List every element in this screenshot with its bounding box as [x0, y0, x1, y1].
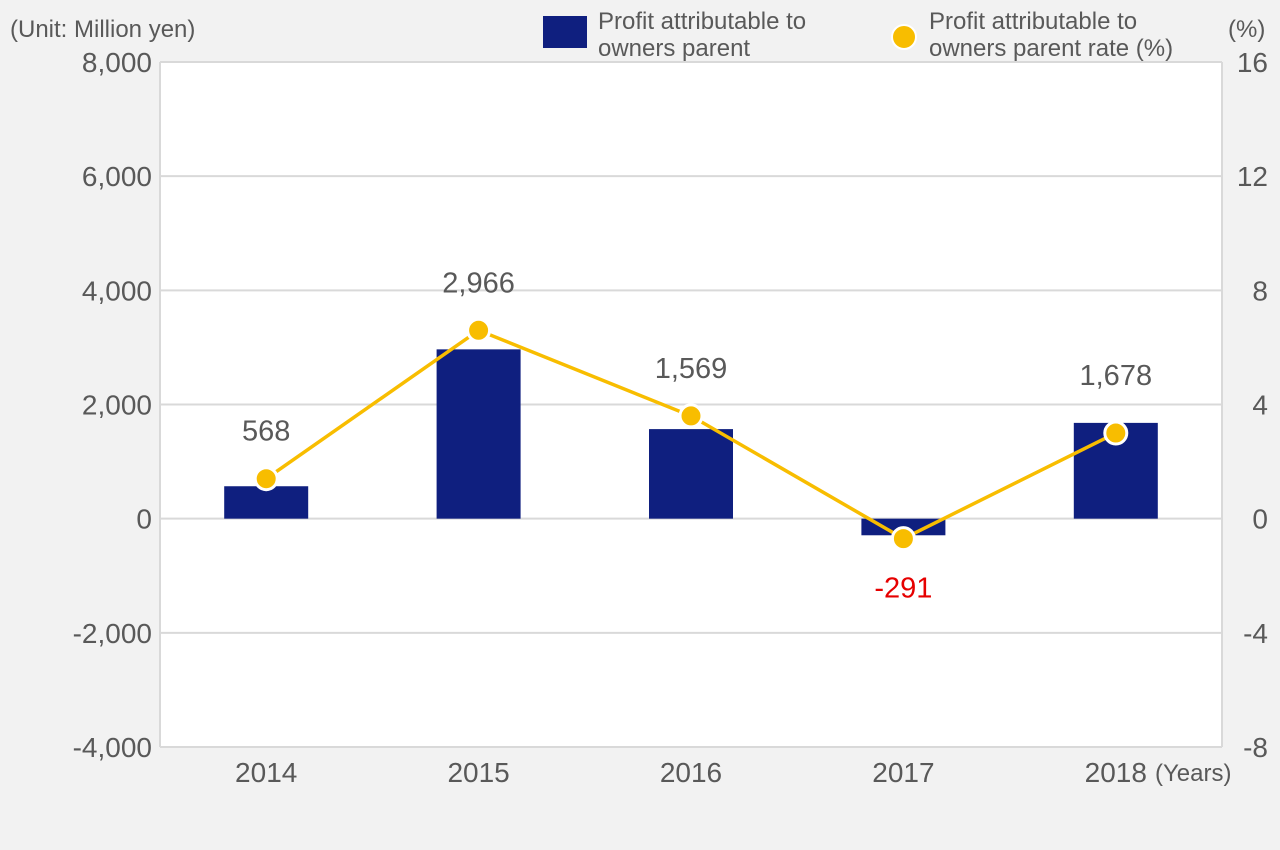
legend-swatch-bars — [543, 16, 587, 48]
x-tick-label: 2015 — [447, 757, 509, 788]
x-tick-label: 2014 — [235, 757, 297, 788]
bar — [224, 486, 309, 519]
right-tick-label: 0 — [1252, 504, 1268, 535]
x-tick-label: 2018 — [1085, 757, 1147, 788]
left-tick-label: 4,000 — [82, 275, 152, 306]
bar-data-label: 2,966 — [442, 267, 515, 299]
legend-marker-rate — [891, 24, 917, 50]
legend-label-bars: owners parent — [598, 35, 750, 62]
right-tick-label: -8 — [1243, 732, 1268, 763]
right-tick-label: 4 — [1252, 390, 1268, 421]
right-tick-label: -4 — [1243, 618, 1268, 649]
legend-label-rate: Profit attributable to — [929, 8, 1137, 35]
left-unit-label: (Unit: Million yen) — [10, 16, 195, 43]
x-tick-label: 2017 — [872, 757, 934, 788]
x-tick-label: 2016 — [660, 757, 722, 788]
right-tick-label: 12 — [1237, 161, 1268, 192]
left-tick-label: 2,000 — [82, 390, 152, 421]
rate-point — [678, 403, 704, 429]
left-tick-label: 0 — [136, 504, 152, 535]
right-tick-label: 8 — [1252, 275, 1268, 306]
rate-point — [466, 317, 492, 343]
x-unit-label: (Years) — [1155, 760, 1231, 787]
bar — [436, 349, 521, 519]
bar-data-label: 1,678 — [1080, 360, 1153, 392]
rate-point — [1103, 420, 1129, 446]
left-tick-label: -4,000 — [73, 732, 152, 763]
legend-label-bars: Profit attributable to — [598, 8, 806, 35]
rate-point — [890, 526, 916, 552]
right-unit-label: (%) — [1228, 16, 1265, 43]
bar-data-label: 568 — [242, 416, 290, 448]
rate-line-series — [253, 317, 1129, 552]
bar-data-label: 1,569 — [655, 353, 728, 385]
bar — [649, 429, 733, 519]
left-tick-label: 6,000 — [82, 161, 152, 192]
data-labels: 568 2,966 1,569 -291 1,678 — [242, 267, 1152, 604]
rate-point — [253, 466, 279, 492]
left-tick-label: 8,000 — [82, 47, 152, 78]
left-tick-label: -2,000 — [73, 618, 152, 649]
bar-data-label: -291 — [874, 572, 932, 604]
axes: 8,000 6,000 4,000 2,000 0 -2,000 -4,000 16 12 8 4 0… — [73, 47, 1268, 788]
legend-label-rate: owners parent rate (%) — [929, 35, 1173, 62]
right-tick-label: 16 — [1237, 47, 1268, 78]
